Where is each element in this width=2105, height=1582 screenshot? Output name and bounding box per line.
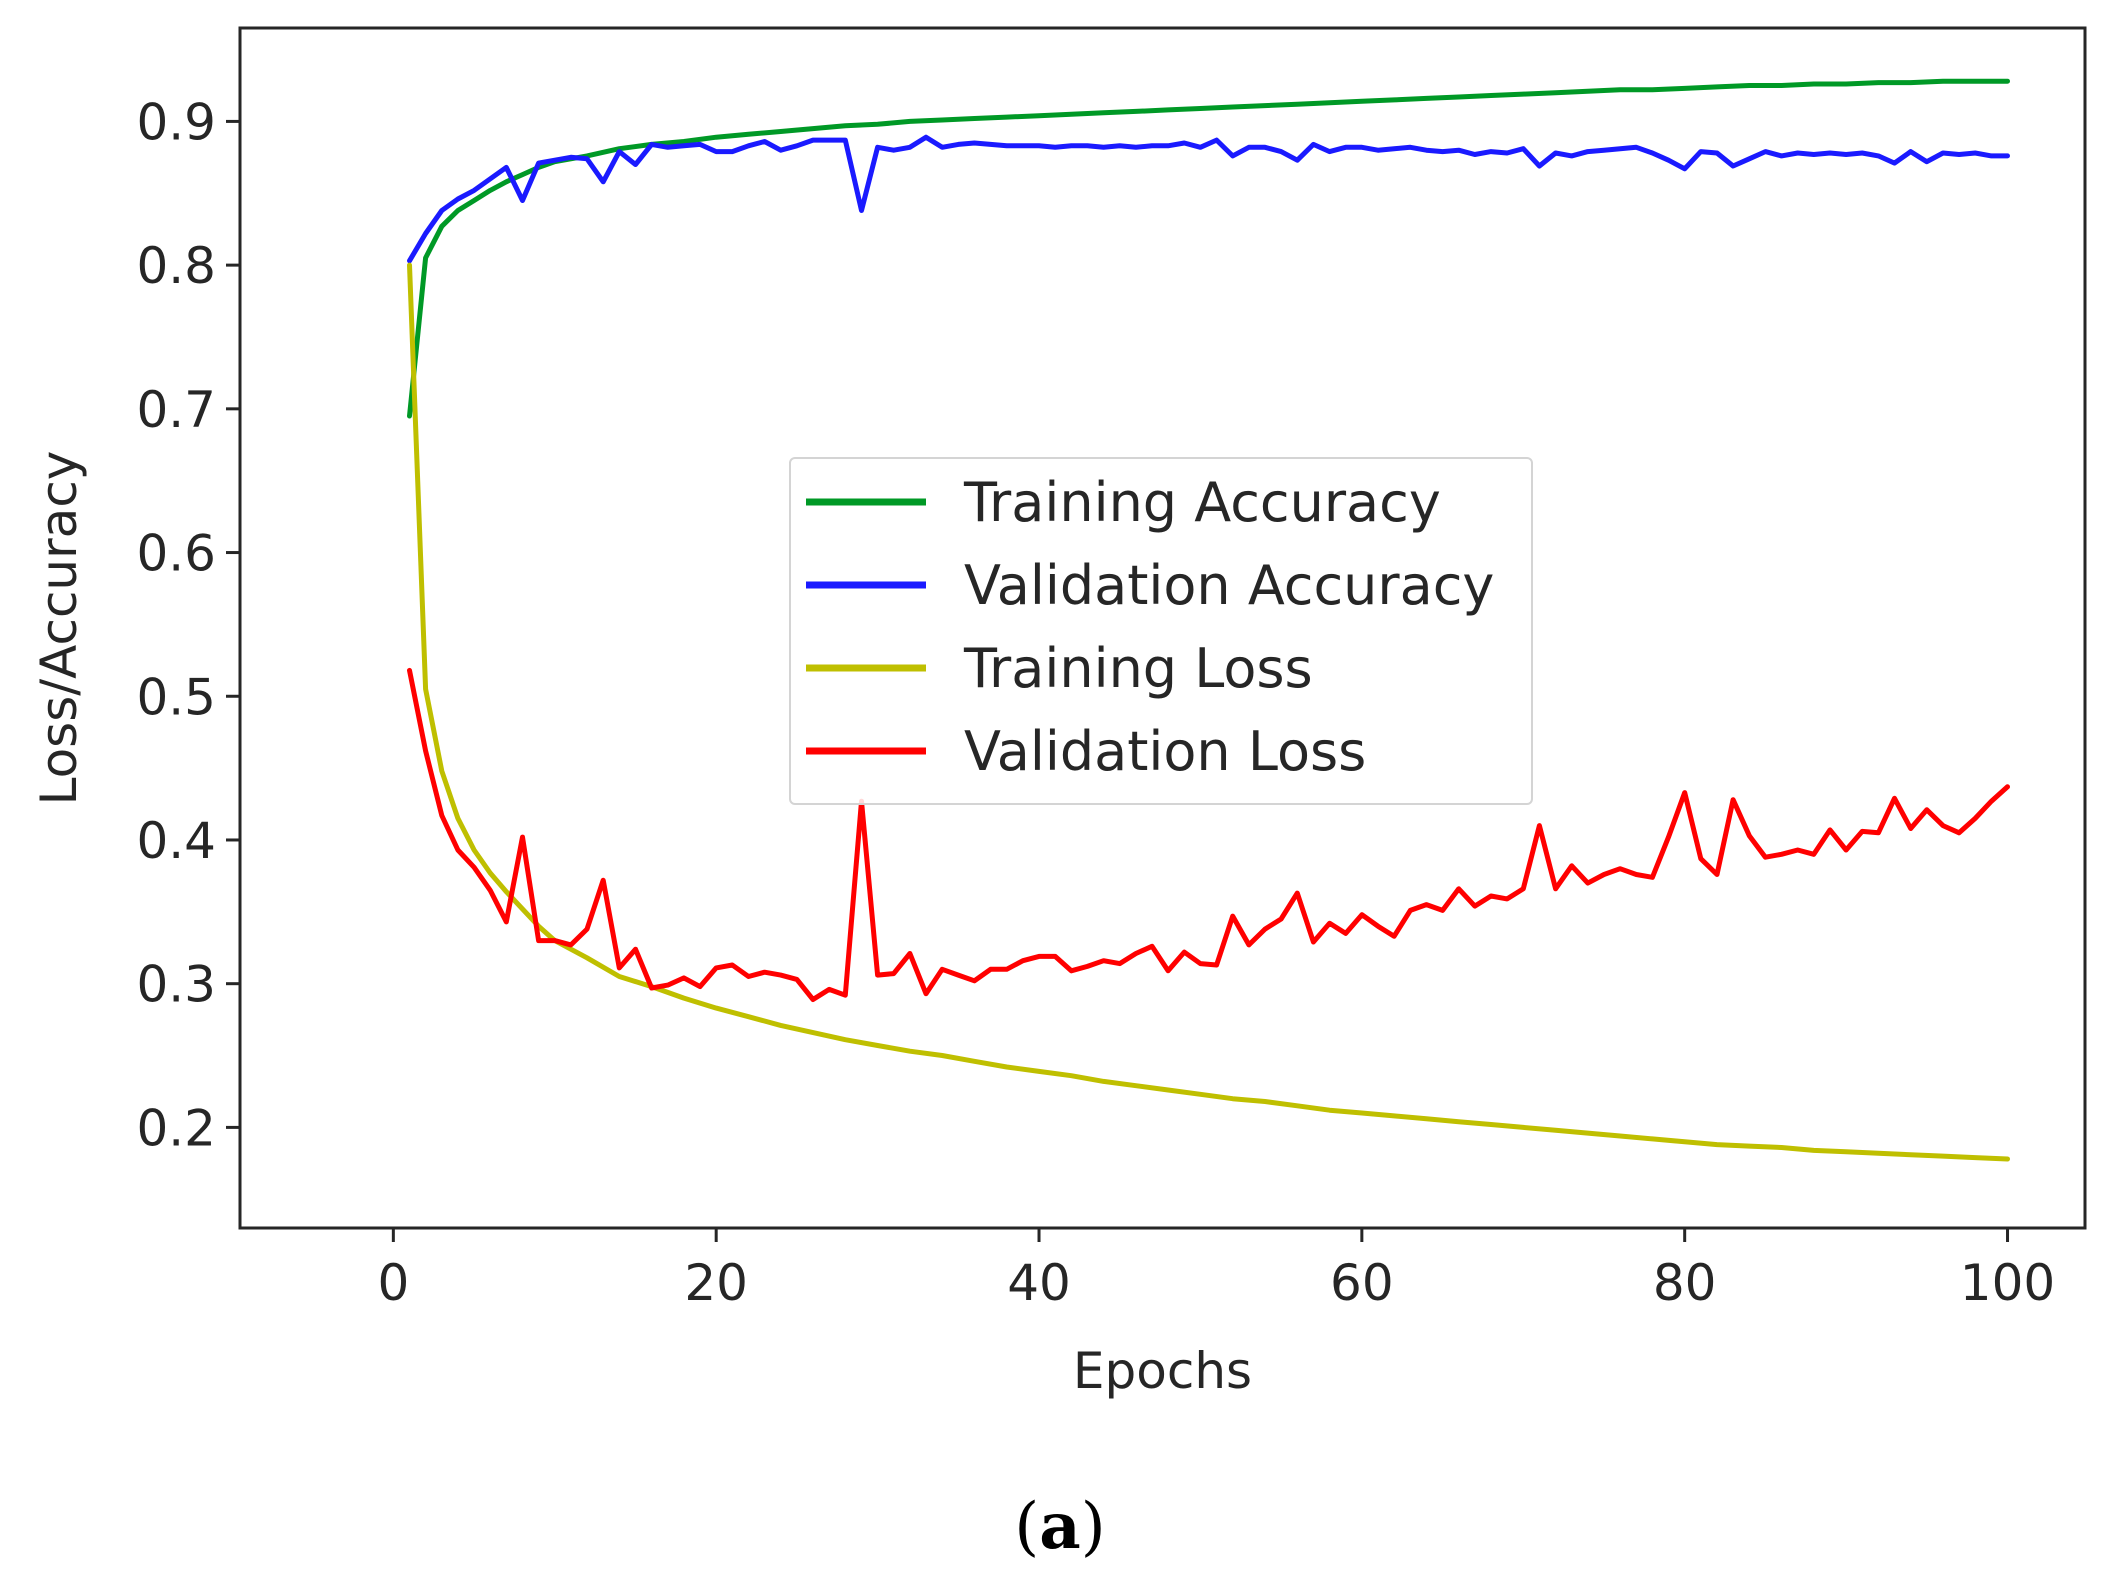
caption-open-paren: ( <box>1014 1490 1039 1564</box>
y-tick-label: 0.9 <box>136 93 216 151</box>
x-tick-label: 60 <box>1330 1254 1394 1312</box>
legend-items: Training Accuracy Validation Accuracy Trai… <box>806 471 1494 783</box>
legend-box <box>789 457 1533 805</box>
legend-label-training-accuracy: Training Accuracy <box>963 471 1441 534</box>
plot-frame <box>238 26 2087 1230</box>
caption-letter: a <box>1039 1489 1080 1564</box>
x-tick-label: 40 <box>1007 1254 1071 1312</box>
y-tick-label: 0.6 <box>136 525 216 583</box>
y-tick-label: 0.4 <box>136 812 216 870</box>
caption-close-paren: ) <box>1081 1490 1106 1564</box>
legend-label-training-loss: Training Loss <box>963 637 1313 700</box>
y-tick-label: 0.5 <box>136 668 216 726</box>
series-line-training-accuracy <box>407 78 2010 419</box>
legend-label-validation-loss: Validation Loss <box>964 720 1366 783</box>
legend-label-validation-accuracy: Validation Accuracy <box>964 554 1494 617</box>
series-line-validation-accuracy <box>407 134 2010 264</box>
y-tick-label: 0.3 <box>136 956 216 1014</box>
figure-caption: (a) <box>1014 1489 1105 1564</box>
y-tick-label: 0.2 <box>136 1099 216 1157</box>
y-tick-label: 0.8 <box>136 237 216 295</box>
tick-layer: 0 20 40 60 80 100 0.2 0.3 0.4 0.5 0.6 0.7 0.8 0.9 <box>136 93 2055 1312</box>
x-tick-label: 20 <box>684 1254 748 1312</box>
legend: Training Accuracy Validation Accuracy Trai… <box>789 457 1533 805</box>
series-line-validation-loss <box>407 667 2010 1002</box>
x-tick-label: 100 <box>1960 1254 2055 1312</box>
x-tick-label: 0 <box>377 1254 409 1312</box>
y-axis-label: Loss/Accuracy <box>30 451 88 806</box>
x-tick-label: 80 <box>1653 1254 1717 1312</box>
y-tick-label: 0.7 <box>136 381 216 439</box>
series-layer <box>407 78 2010 1162</box>
x-axis-label: Epochs <box>1073 1342 1252 1400</box>
